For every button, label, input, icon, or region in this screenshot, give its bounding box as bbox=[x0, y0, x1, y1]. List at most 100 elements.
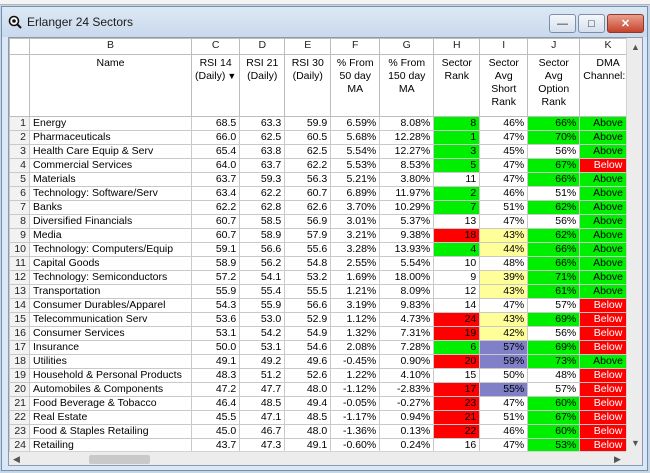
dma-channel-cell[interactable]: Above bbox=[579, 228, 637, 243]
rsi30-cell[interactable]: 59.9 bbox=[284, 116, 332, 131]
option-rank-cell[interactable]: 53% bbox=[527, 438, 581, 453]
rsi30-cell[interactable]: 57.9 bbox=[284, 228, 332, 243]
dma-channel-cell[interactable]: Above bbox=[579, 144, 637, 159]
row-number[interactable]: 7 bbox=[9, 200, 30, 215]
short-rank-cell[interactable]: 51% bbox=[479, 200, 529, 215]
ma150-cell[interactable]: 7.28% bbox=[379, 340, 435, 355]
rsi21-cell[interactable]: 63.8 bbox=[239, 144, 286, 159]
sector-rank-cell[interactable]: 12 bbox=[433, 284, 481, 299]
rsi21-cell[interactable]: 54.2 bbox=[239, 326, 286, 341]
rsi21-cell[interactable]: 62.8 bbox=[239, 200, 286, 215]
ma50-cell[interactable]: -1.12% bbox=[330, 382, 381, 397]
short-rank-cell[interactable]: 46% bbox=[479, 116, 529, 131]
row-number[interactable]: 13 bbox=[9, 284, 30, 299]
name-cell[interactable]: Transportation bbox=[29, 284, 192, 299]
rsi21-cell[interactable]: 55.4 bbox=[239, 284, 286, 299]
sector-rank-cell[interactable]: 3 bbox=[433, 144, 481, 159]
dma-channel-cell[interactable]: Below bbox=[579, 368, 637, 383]
close-button[interactable]: ✕ bbox=[607, 14, 644, 33]
name-cell[interactable]: Pharmaceuticals bbox=[29, 130, 192, 145]
ma50-cell[interactable]: 5.53% bbox=[330, 158, 381, 173]
sort-descending-icon[interactable]: ▼ bbox=[227, 71, 237, 81]
rsi30-cell[interactable]: 54.8 bbox=[284, 256, 332, 271]
row-number[interactable]: 21 bbox=[9, 396, 30, 411]
option-rank-cell[interactable]: 70% bbox=[527, 130, 581, 145]
rsi21-cell[interactable]: 62.5 bbox=[239, 130, 286, 145]
option-rank-cell[interactable]: 67% bbox=[527, 158, 581, 173]
rsi30-cell[interactable]: 54.9 bbox=[284, 326, 332, 341]
rsi14-cell[interactable]: 68.5 bbox=[190, 116, 241, 131]
short-rank-cell[interactable]: 48% bbox=[479, 256, 529, 271]
option-rank-cell[interactable]: 62% bbox=[527, 200, 581, 215]
row-number[interactable]: 14 bbox=[9, 298, 30, 313]
rsi30-cell[interactable]: 53.2 bbox=[284, 270, 332, 285]
name-cell[interactable]: Food & Staples Retailing bbox=[29, 424, 192, 439]
rsi14-cell[interactable]: 63.4 bbox=[190, 186, 241, 201]
rsi30-cell[interactable]: 56.6 bbox=[284, 298, 332, 313]
ma50-cell[interactable]: 3.28% bbox=[330, 242, 381, 257]
option-rank-cell[interactable]: 66% bbox=[527, 256, 581, 271]
ma50-cell[interactable]: -1.17% bbox=[330, 410, 381, 425]
rsi14-cell[interactable]: 50.0 bbox=[190, 340, 241, 355]
rsi14-cell[interactable]: 65.4 bbox=[190, 144, 241, 159]
row-number[interactable]: 20 bbox=[9, 382, 30, 397]
short-rank-cell[interactable]: 43% bbox=[479, 284, 529, 299]
rsi21-cell[interactable]: 63.3 bbox=[239, 116, 286, 131]
column-letter[interactable]: C bbox=[190, 38, 241, 55]
rsi14-cell[interactable]: 64.0 bbox=[190, 158, 241, 173]
table-row[interactable]: 24 Retailing 43.7 47.3 49.1 -0.60% 0.24% 16 47% 5… bbox=[9, 438, 637, 453]
table-row[interactable]: 10 Technology: Computers/Equip 59.1 56.6 55.… bbox=[9, 242, 637, 257]
scroll-right-icon[interactable]: ▶ bbox=[614, 454, 621, 464]
sector-rank-cell[interactable]: 4 bbox=[433, 242, 481, 257]
row-number[interactable]: 22 bbox=[9, 410, 30, 425]
option-rank-cell[interactable]: 66% bbox=[527, 172, 581, 187]
short-rank-cell[interactable]: 44% bbox=[479, 242, 529, 257]
sector-rank-cell[interactable]: 24 bbox=[433, 312, 481, 327]
ma50-cell[interactable]: 1.12% bbox=[330, 312, 381, 327]
dma-channel-cell[interactable]: Above bbox=[579, 270, 637, 285]
rsi30-cell[interactable]: 60.7 bbox=[284, 186, 332, 201]
ma50-cell[interactable]: 6.59% bbox=[330, 116, 381, 131]
option-rank-cell[interactable]: 71% bbox=[527, 270, 581, 285]
dma-channel-cell[interactable]: Above bbox=[579, 172, 637, 187]
row-number[interactable]: 19 bbox=[9, 368, 30, 383]
short-rank-cell[interactable]: 47% bbox=[479, 396, 529, 411]
rsi14-cell[interactable]: 45.0 bbox=[190, 424, 241, 439]
column-header[interactable]: RSI 21 (Daily) bbox=[239, 54, 286, 117]
vertical-scrollbar[interactable]: ▲ ▼ bbox=[626, 38, 642, 451]
ma150-cell[interactable]: 8.08% bbox=[379, 116, 435, 131]
rsi30-cell[interactable]: 55.5 bbox=[284, 284, 332, 299]
row-number[interactable]: 6 bbox=[9, 186, 30, 201]
ma150-cell[interactable]: 9.38% bbox=[379, 228, 435, 243]
sector-rank-cell[interactable]: 18 bbox=[433, 228, 481, 243]
row-number[interactable]: 15 bbox=[9, 312, 30, 327]
ma150-cell[interactable]: 4.10% bbox=[379, 368, 435, 383]
scroll-up-icon[interactable]: ▲ bbox=[631, 41, 640, 52]
sector-rank-cell[interactable]: 2 bbox=[433, 186, 481, 201]
name-cell[interactable]: Media bbox=[29, 228, 192, 243]
table-row[interactable]: 23 Food & Staples Retailing 45.0 46.7 48.0 -1… bbox=[9, 424, 637, 439]
ma50-cell[interactable]: 3.21% bbox=[330, 228, 381, 243]
ma50-cell[interactable]: 1.22% bbox=[330, 368, 381, 383]
ma150-cell[interactable]: 0.94% bbox=[379, 410, 435, 425]
table-row[interactable]: 17 Insurance 50.0 53.1 54.6 2.08% 7.28% 6 57% 69%… bbox=[9, 340, 637, 355]
short-rank-cell[interactable]: 59% bbox=[479, 354, 529, 369]
option-rank-cell[interactable]: 48% bbox=[527, 368, 581, 383]
option-rank-cell[interactable]: 66% bbox=[527, 116, 581, 131]
title-bar[interactable]: Erlanger 24 Sectors — □ ✕ bbox=[2, 7, 647, 37]
column-header[interactable]: RSI 30 (Daily) bbox=[284, 54, 332, 117]
option-rank-cell[interactable]: 67% bbox=[527, 410, 581, 425]
rsi14-cell[interactable]: 58.9 bbox=[190, 256, 241, 271]
column-header[interactable]: RSI 14 (Daily) ▼ bbox=[190, 54, 241, 117]
rsi21-cell[interactable]: 58.9 bbox=[239, 228, 286, 243]
ma50-cell[interactable]: -0.45% bbox=[330, 354, 381, 369]
rsi21-cell[interactable]: 63.7 bbox=[239, 158, 286, 173]
row-number[interactable]: 2 bbox=[9, 130, 30, 145]
maximize-button[interactable]: □ bbox=[578, 14, 605, 33]
column-header[interactable]: Name bbox=[29, 54, 192, 117]
ma150-cell[interactable]: -0.27% bbox=[379, 396, 435, 411]
option-rank-cell[interactable]: 57% bbox=[527, 382, 581, 397]
sector-rank-cell[interactable]: 21 bbox=[433, 410, 481, 425]
ma150-cell[interactable]: 11.97% bbox=[379, 186, 435, 201]
rsi30-cell[interactable]: 49.4 bbox=[284, 396, 332, 411]
